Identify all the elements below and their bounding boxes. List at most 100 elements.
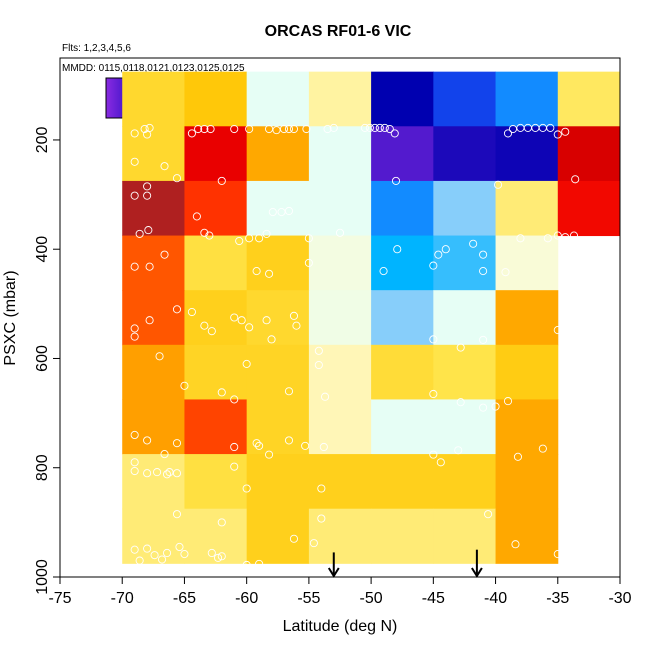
flight-point — [130, 458, 139, 467]
heatmap-cell — [433, 71, 497, 127]
heatmap-cell — [308, 235, 372, 291]
heatmap-cell — [308, 71, 372, 127]
flight-point — [194, 124, 203, 134]
x-tick-label: -45 — [422, 590, 445, 607]
flight-point — [175, 542, 184, 552]
heatmap-cell — [184, 126, 248, 182]
heatmap-cell — [122, 235, 185, 291]
flight-point — [157, 555, 167, 564]
flight-point — [130, 191, 139, 200]
flight-point — [145, 316, 154, 325]
flight-point — [479, 403, 488, 412]
y-tick-label: 400 — [34, 236, 51, 263]
flight-point — [130, 332, 139, 341]
flight-point — [393, 245, 402, 254]
y-tick-label: 800 — [34, 454, 51, 481]
flight-point — [511, 540, 520, 549]
flight-point — [143, 436, 152, 445]
y-tick-label: 1000 — [34, 559, 51, 595]
flight-point — [143, 191, 152, 200]
flight-point — [172, 174, 182, 183]
flight-point — [292, 321, 301, 330]
flight-point — [160, 162, 169, 171]
flight-point — [145, 262, 154, 271]
flight-point — [245, 234, 254, 243]
heatmap-cell — [371, 71, 434, 127]
flight-point — [245, 323, 254, 332]
flight-point — [309, 539, 318, 548]
flight-point — [207, 327, 216, 336]
arrow-marker — [327, 552, 340, 578]
flight-point — [160, 450, 169, 459]
flight-point — [200, 321, 209, 330]
x-tick-label: -70 — [111, 590, 134, 607]
flight-point — [153, 468, 162, 477]
heatmap-cell — [308, 180, 372, 237]
flight-point — [284, 436, 294, 445]
heatmap-cell — [371, 399, 434, 455]
flight-point — [360, 123, 369, 132]
flight-point — [456, 343, 465, 352]
flight-point — [284, 206, 294, 216]
flight-point — [172, 510, 182, 519]
x-tick-label: -55 — [297, 590, 320, 607]
flight-point — [317, 568, 326, 577]
heatmap-cell — [246, 126, 310, 182]
heatmap-cell — [433, 235, 497, 291]
x-tick-label: -60 — [235, 590, 258, 607]
flight-point — [314, 346, 323, 355]
heatmap-cell — [184, 235, 248, 291]
flight-point — [155, 352, 164, 361]
flight-point — [255, 559, 264, 568]
y-axis: 200 400 600 800 1000 — [34, 127, 60, 595]
flight-point — [323, 124, 332, 134]
flight-point — [265, 269, 274, 278]
chart-title: ORCAS RF01-6 VIC — [265, 23, 412, 40]
flight-point — [429, 389, 438, 399]
flight-point — [553, 130, 562, 139]
flight-point — [143, 469, 152, 478]
heatmap-cell — [246, 71, 310, 127]
x-tick-label: -65 — [173, 590, 196, 607]
heatmap-cell — [308, 454, 372, 510]
flight-point — [140, 124, 149, 134]
flight-point — [217, 176, 226, 185]
flight-point — [301, 441, 310, 450]
flight-point — [172, 439, 182, 448]
flight-point — [365, 123, 374, 132]
flight-point — [375, 123, 384, 132]
flight-point — [284, 124, 294, 134]
flight-point — [558, 379, 567, 388]
flight-point — [486, 567, 495, 576]
y-axis-label: PSXC (mbar) — [2, 270, 19, 365]
flight-point — [130, 545, 139, 554]
flight-point — [429, 261, 438, 270]
flight-point — [538, 444, 547, 453]
plot-frame — [59, 57, 621, 578]
flight-point — [230, 124, 239, 134]
flight-point — [144, 226, 153, 235]
flight-point — [143, 182, 152, 191]
heatmap-cell — [557, 126, 621, 182]
flight-point — [160, 250, 169, 259]
x-tick-label: -50 — [360, 590, 383, 607]
heatmap-cell — [557, 180, 621, 237]
heatmap-cell — [433, 399, 497, 455]
flight-point — [501, 268, 510, 277]
x-tick-label: -35 — [546, 590, 569, 607]
flight-point — [317, 514, 326, 523]
heatmap-cell — [122, 344, 185, 400]
flight-point — [135, 556, 144, 565]
flight-point — [255, 441, 264, 450]
flight-point — [289, 534, 299, 543]
flight-point — [165, 468, 174, 477]
flight-point — [130, 466, 139, 476]
heatmap-cell — [184, 399, 248, 455]
flight-point — [553, 231, 562, 240]
flight-point — [493, 180, 503, 189]
flight-point — [390, 129, 399, 138]
flight-point — [391, 176, 401, 185]
flight-point — [304, 258, 313, 267]
flight-point — [213, 553, 223, 562]
flight-point — [130, 129, 139, 138]
